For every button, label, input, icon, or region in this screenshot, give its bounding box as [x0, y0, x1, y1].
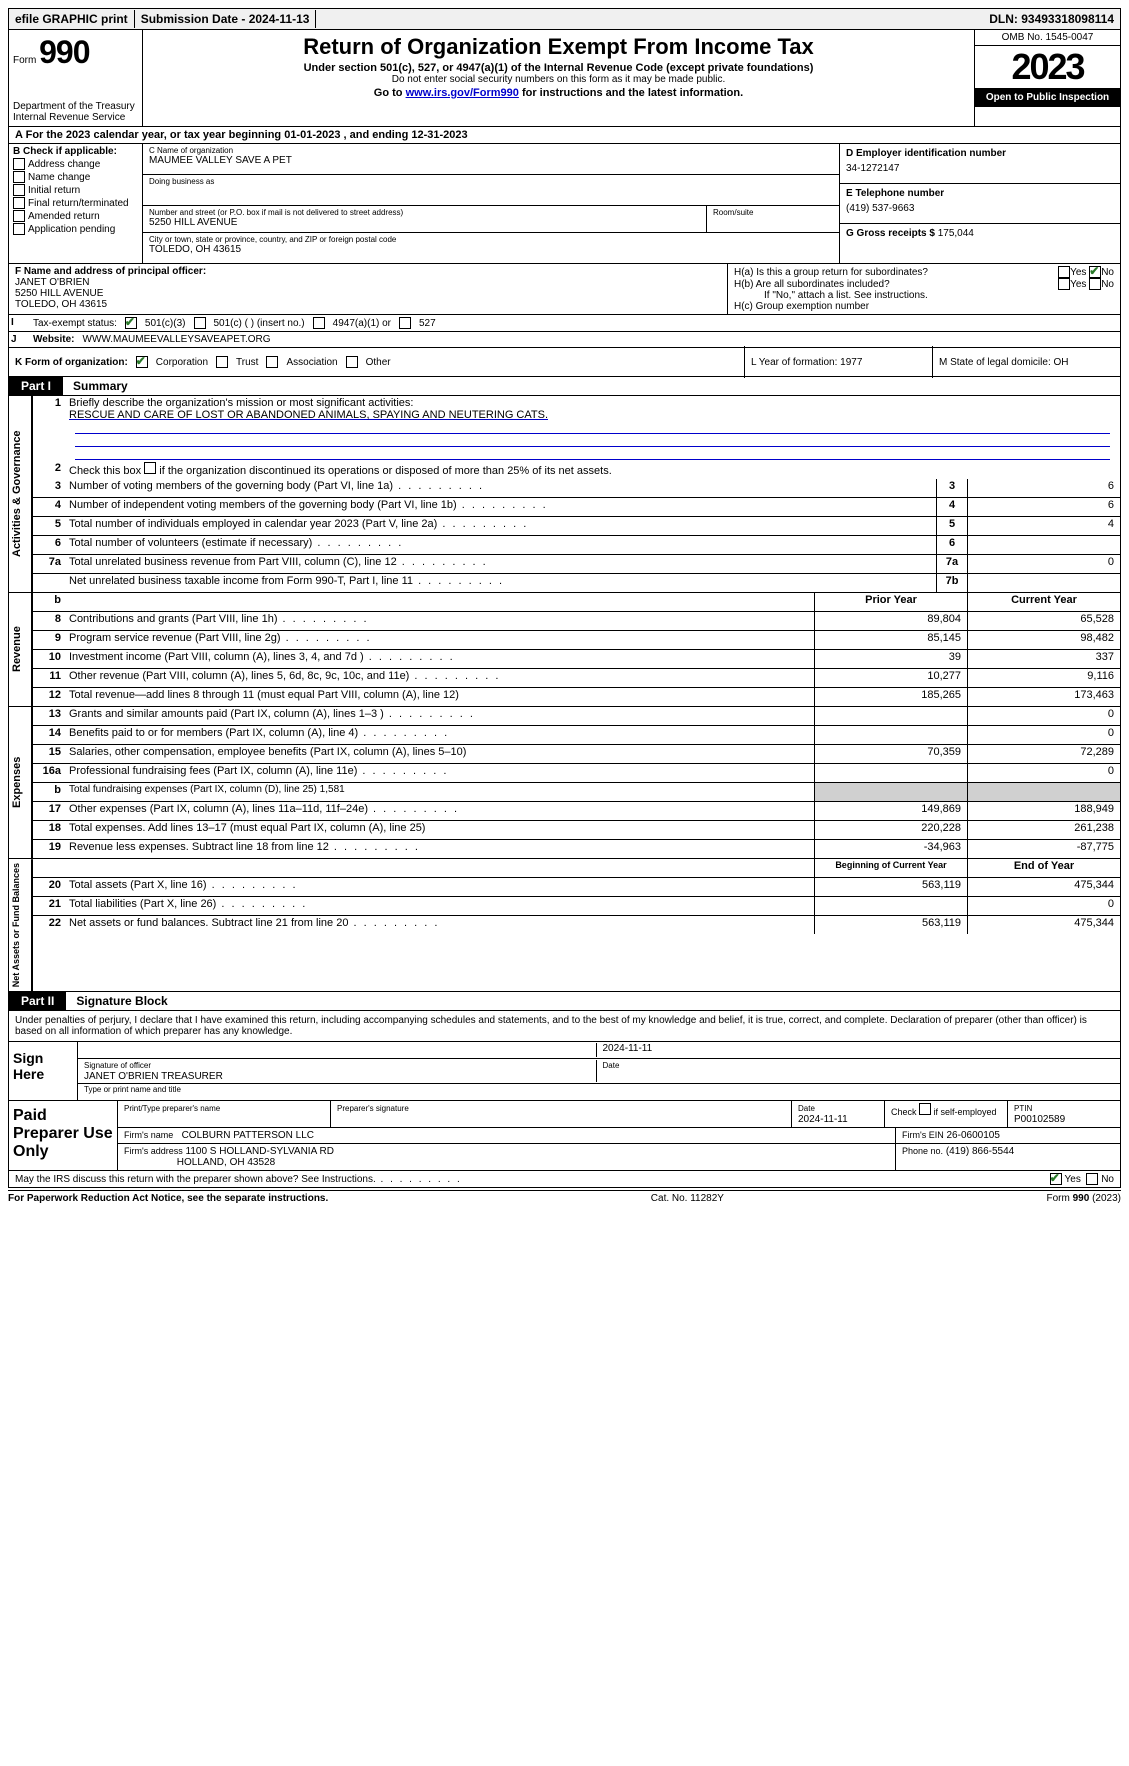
checkbox-final-return[interactable]	[13, 197, 25, 209]
efile-label: efile GRAPHIC print	[9, 10, 135, 28]
year-formation: L Year of formation: 1977	[744, 346, 932, 378]
firm-addr2: HOLLAND, OH 43528	[177, 1157, 275, 1168]
firm-phone: (419) 866-5544	[946, 1146, 1014, 1157]
form-title: Return of Organization Exempt From Incom…	[153, 34, 964, 60]
note2-suffix: for instructions and the latest informat…	[522, 87, 743, 99]
form-header: Form 990 Department of the Treasury Inte…	[8, 30, 1121, 127]
form-subtitle: Under section 501(c), 527, or 4947(a)(1)…	[153, 62, 964, 74]
checkbox-name-change[interactable]	[13, 171, 25, 183]
cb-trust[interactable]	[216, 356, 228, 368]
website: WWW.MAUMEEVALLEYSAVEAPET.ORG	[83, 334, 271, 345]
val-3: 6	[967, 479, 1120, 497]
paid-preparer: Paid Preparer Use Only Print/Type prepar…	[8, 1101, 1121, 1171]
cb-501c[interactable]	[194, 317, 206, 329]
tax-year: 2023	[975, 46, 1120, 88]
city-state-zip: TOLEDO, OH 43615	[149, 244, 833, 255]
may-irs-discuss: May the IRS discuss this return with the…	[8, 1171, 1121, 1188]
firm-name: COLBURN PATTERSON LLC	[182, 1130, 314, 1141]
val-4: 6	[967, 498, 1120, 516]
public-inspection: Open to Public Inspection	[975, 88, 1120, 107]
summary-governance: Activities & Governance 1 Briefly descri…	[8, 396, 1121, 593]
checkbox-address-change[interactable]	[13, 158, 25, 170]
officer-sig: JANET O'BRIEN TREASURER	[84, 1071, 223, 1082]
hb-no[interactable]	[1089, 278, 1101, 290]
val-5: 4	[967, 517, 1120, 535]
state-domicile: M State of legal domicile: OH	[932, 346, 1120, 378]
firm-addr1: 1100 S HOLLAND-SYLVANIA RD	[186, 1146, 334, 1157]
form990-link[interactable]: www.irs.gov/Form990	[406, 87, 519, 99]
irs-label: Internal Revenue Service	[13, 112, 138, 122]
cb-self-employed[interactable]	[919, 1103, 931, 1115]
officer-addr2: TOLEDO, OH 43615	[15, 299, 721, 310]
signature-block: Under penalties of perjury, I declare th…	[8, 1011, 1121, 1101]
form-number: 990	[39, 34, 89, 70]
dln: DLN: 93493318098114	[983, 10, 1120, 28]
line-a: A For the 2023 calendar year, or tax yea…	[8, 127, 1121, 144]
cb-501c3[interactable]	[125, 317, 137, 329]
ha-no[interactable]	[1089, 266, 1101, 278]
form-note1: Do not enter social security numbers on …	[153, 74, 964, 85]
officer-name: JANET O'BRIEN	[15, 277, 721, 288]
val-6	[967, 536, 1120, 554]
form-prefix: Form	[13, 55, 36, 66]
val-7a: 0	[967, 555, 1120, 573]
may-no[interactable]	[1086, 1173, 1098, 1185]
dept-treasury: Department of the Treasury	[13, 101, 138, 112]
note2-prefix: Go to	[374, 87, 406, 99]
ha-yes[interactable]	[1058, 266, 1070, 278]
omb-number: OMB No. 1545-0047	[975, 30, 1120, 46]
ein: 34-1272147	[846, 163, 1114, 174]
summary-revenue: Revenue bPrior YearCurrent Year 8Contrib…	[8, 593, 1121, 707]
summary-expenses: Expenses 13Grants and similar amounts pa…	[8, 707, 1121, 859]
may-yes[interactable]	[1050, 1173, 1062, 1185]
part1-header: Part I Summary	[8, 377, 1121, 396]
cb-discontinued[interactable]	[144, 462, 156, 474]
val-7b	[967, 574, 1120, 592]
top-bar: efile GRAPHIC print Submission Date - 20…	[8, 8, 1121, 30]
summary-netassets: Net Assets or Fund Balances Beginning of…	[8, 859, 1121, 992]
hb-yes[interactable]	[1058, 278, 1070, 290]
phone: (419) 537-9663	[846, 203, 1114, 214]
page-footer: For Paperwork Reduction Act Notice, see …	[8, 1190, 1121, 1206]
checkbox-initial-return[interactable]	[13, 184, 25, 196]
submission-date: Submission Date - 2024-11-13	[135, 10, 317, 28]
checkbox-app-pending[interactable]	[13, 223, 25, 235]
part2-header: Part II Signature Block	[8, 992, 1121, 1011]
cb-4947[interactable]	[313, 317, 325, 329]
street-address: 5250 HILL AVENUE	[149, 217, 700, 228]
cb-527[interactable]	[399, 317, 411, 329]
firm-ein: 26-0600105	[947, 1130, 1000, 1141]
section-fh: F Name and address of principal officer:…	[8, 264, 1121, 315]
gross-receipts: 175,044	[938, 228, 974, 239]
cb-other[interactable]	[346, 356, 358, 368]
row-klm: K Form of organization: Corporation Trus…	[8, 348, 1121, 377]
checkbox-amended[interactable]	[13, 210, 25, 222]
section-bcdeg: B Check if applicable: Address change Na…	[8, 144, 1121, 264]
cb-assoc[interactable]	[266, 356, 278, 368]
mission: RESCUE AND CARE OF LOST OR ABANDONED ANI…	[69, 409, 548, 421]
section-c: C Name of organization MAUMEE VALLEY SAV…	[143, 144, 839, 263]
cb-corp[interactable]	[136, 356, 148, 368]
officer-addr1: 5250 HILL AVENUE	[15, 288, 721, 299]
row-i: I Tax-exempt status: 501(c)(3) 501(c) ( …	[8, 315, 1121, 332]
org-name: MAUMEE VALLEY SAVE A PET	[149, 155, 833, 166]
section-b: B Check if applicable: Address change Na…	[9, 144, 143, 263]
section-deg: D Employer identification number 34-1272…	[839, 144, 1120, 263]
ptin: P00102589	[1014, 1114, 1065, 1125]
